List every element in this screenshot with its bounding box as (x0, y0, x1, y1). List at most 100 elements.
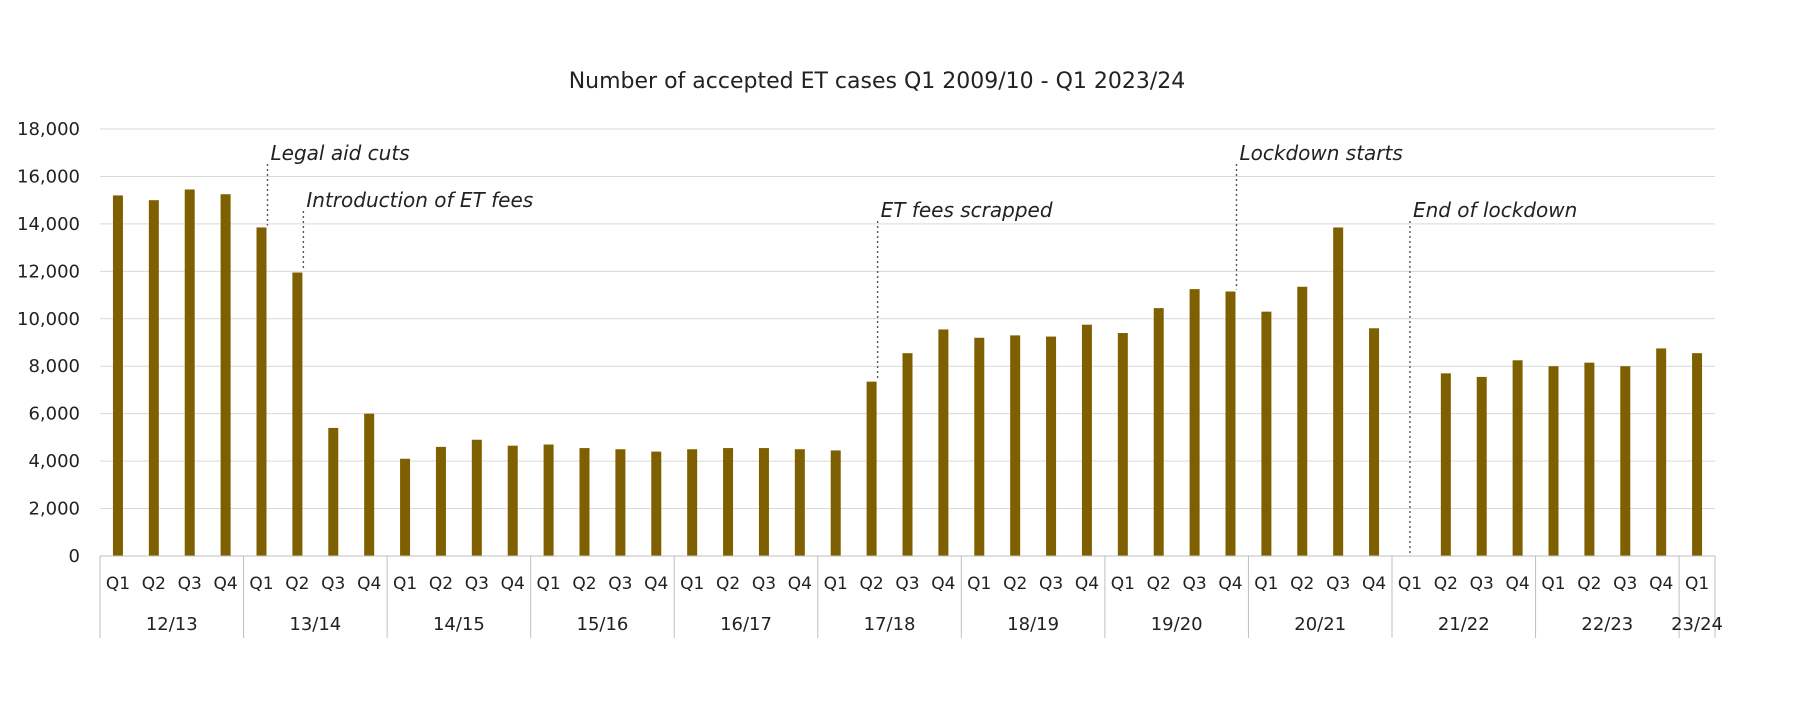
bar (256, 227, 267, 557)
year-group-label: 16/17 (720, 614, 772, 635)
bar (1225, 291, 1236, 556)
year-group-label: 15/16 (577, 614, 629, 635)
x-tick-label: Q3 (1183, 574, 1207, 594)
x-tick-label: Q1 (393, 574, 417, 594)
bar (471, 439, 482, 556)
x-tick-label: Q1 (967, 574, 991, 594)
x-tick-label: Q3 (178, 574, 202, 594)
x-tick-label: Q1 (1541, 574, 1565, 594)
bar (1117, 333, 1128, 556)
bar (615, 449, 626, 556)
bar (902, 353, 913, 556)
x-tick-label: Q3 (1470, 574, 1494, 594)
bar (651, 451, 662, 556)
bar (974, 337, 985, 556)
bar (1476, 376, 1487, 556)
bar (220, 194, 231, 556)
x-tick-label: Q1 (1685, 574, 1709, 594)
x-tick-label: Q2 (142, 574, 166, 594)
bar (794, 449, 805, 556)
year-group-label: 12/13 (146, 614, 198, 635)
bar (1010, 335, 1021, 556)
x-tick-label: Q2 (716, 574, 740, 594)
bar (112, 195, 123, 556)
annotation-label: End of lockdown (1413, 198, 1577, 222)
annotation-label: Introduction of ET fees (306, 188, 533, 212)
year-group-label: 19/20 (1151, 614, 1203, 635)
bar (1440, 373, 1451, 556)
year-group-label: 21/22 (1438, 614, 1490, 635)
y-tick-label: 12,000 (17, 261, 80, 282)
x-tick-label: Q4 (1506, 574, 1530, 594)
x-tick-label: Q3 (608, 574, 632, 594)
x-tick-label: Q2 (285, 574, 309, 594)
y-axis: 0 2,000 4,000 6,000 8,000 10,000 12,000 14,000 1… (17, 119, 80, 567)
y-tick-label: 16,000 (17, 166, 80, 187)
bar (687, 449, 698, 556)
x-tick-label: Q4 (644, 574, 668, 594)
x-tick-label: Q1 (824, 574, 848, 594)
year-group-label: 22/23 (1581, 614, 1633, 635)
x-tick-label: Q2 (429, 574, 453, 594)
annotations: Legal aid cuts Introduction of ET fees ET … (266, 141, 1577, 556)
y-tick-label: 8,000 (28, 356, 80, 377)
bars (112, 189, 1703, 557)
x-tick-label: Q2 (1003, 574, 1027, 594)
year-group-label: 18/19 (1007, 614, 1059, 635)
x-tick-label: Q4 (357, 574, 381, 594)
x-tick-label: Q2 (572, 574, 596, 594)
x-tick-label: Q1 (106, 574, 130, 594)
bar (148, 200, 159, 556)
chart-title: Number of accepted ET cases Q1 2009/10 -… (569, 69, 1186, 94)
x-tick-label: Q4 (214, 574, 238, 594)
x-tick-label: Q1 (1254, 574, 1278, 594)
x-tick-label: Q4 (1649, 574, 1673, 594)
bar (328, 427, 339, 556)
bar (184, 189, 195, 556)
x-tick-label: Q3 (752, 574, 776, 594)
x-tick-label: Q4 (1362, 574, 1386, 594)
bar (1656, 348, 1667, 556)
x-tick-label: Q1 (537, 574, 561, 594)
bar (1584, 362, 1595, 556)
x-tick-label: Q1 (1398, 574, 1422, 594)
x-tick-label: Q3 (465, 574, 489, 594)
y-tick-label: 4,000 (28, 451, 80, 472)
y-tick-label: 18,000 (17, 119, 80, 140)
x-tick-label: Q4 (931, 574, 955, 594)
x-tick-label: Q3 (321, 574, 345, 594)
bar (1692, 353, 1703, 556)
bar (1297, 286, 1308, 556)
bar (1333, 227, 1344, 557)
y-tick-label: 14,000 (17, 214, 80, 235)
x-tick-label: Q1 (680, 574, 704, 594)
bar (1261, 311, 1272, 556)
bar (579, 448, 590, 556)
x-tick-label: Q1 (1111, 574, 1135, 594)
bar (1153, 308, 1164, 556)
bar (364, 413, 375, 556)
annotation-label: Legal aid cuts (271, 141, 410, 165)
bar (1512, 360, 1523, 556)
x-axis: Q1 Q2 Q3 Q4 Q1 Q2 Q3 Q4 Q1 Q2 Q3 Q4 Q1 Q2 Q3 Q4 Q1 Q2 Q3 Q4… (99, 555, 1723, 638)
bar (1046, 336, 1057, 556)
x-tick-label: Q3 (1039, 574, 1063, 594)
year-group-label: 23/24 (1671, 614, 1723, 635)
bar (866, 381, 877, 556)
bar (1620, 366, 1631, 556)
bar (507, 445, 518, 556)
y-tick-label: 2,000 (28, 499, 80, 520)
annotation-label: Lockdown starts (1240, 141, 1403, 165)
bar (400, 458, 411, 556)
x-tick-label: Q2 (1147, 574, 1171, 594)
y-tick-label: 6,000 (28, 404, 80, 425)
x-tick-label: Q2 (1577, 574, 1601, 594)
x-tick-label: Q2 (1434, 574, 1458, 594)
x-tick-label: Q4 (1075, 574, 1099, 594)
bar (1081, 324, 1092, 556)
year-group-label: 14/15 (433, 614, 485, 635)
x-tick-label: Q4 (788, 574, 812, 594)
year-group-label: 17/18 (864, 614, 916, 635)
bar (723, 448, 734, 556)
